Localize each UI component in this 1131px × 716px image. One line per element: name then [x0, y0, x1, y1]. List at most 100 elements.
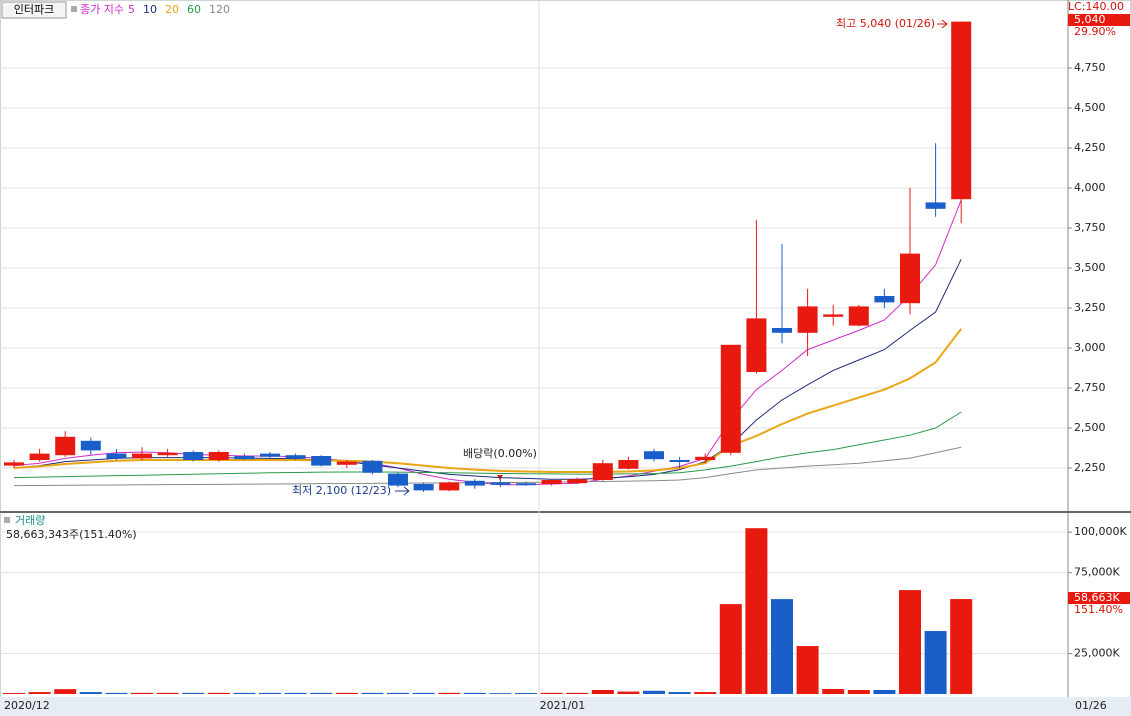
volume-bar: [387, 692, 409, 694]
volume-bar: [28, 692, 51, 694]
change-label: 29.90%: [1074, 25, 1116, 38]
high-annotation: 최고 5,040 (01/26): [836, 17, 935, 30]
volume-bar: [259, 692, 281, 694]
volume-bar: [591, 689, 614, 694]
y-tick-label: 75,000K: [1074, 566, 1120, 579]
volume-bar: [643, 690, 665, 694]
candle-body: [490, 482, 511, 485]
candle-body: [132, 453, 152, 459]
volume-bar: [515, 693, 537, 694]
volume-bar: [105, 692, 128, 694]
price-tag-label: 5,040: [1074, 13, 1106, 26]
legend-entry: 20: [165, 3, 179, 16]
y-tick-label: 25,000K: [1074, 647, 1120, 660]
ma-line: [13, 328, 962, 473]
y-tick-label: 4,500: [1074, 101, 1106, 114]
candle-body: [55, 436, 76, 456]
volume-bar: [719, 604, 742, 694]
stock-name: 인터파크: [14, 3, 54, 16]
pane-icon: [4, 517, 10, 523]
volume-bar: [412, 692, 435, 694]
volume-bar: [899, 590, 921, 694]
candle-body: [567, 479, 588, 484]
y-tick-label: 4,000: [1074, 181, 1106, 194]
ratio-label: 151.40%: [1074, 603, 1123, 616]
plot: 2,250 2,500 2,750 3,000 3,250 3,500 3,750 4,000…: [0, 21, 1127, 712]
volume-bar: [54, 689, 77, 694]
candle-body: [541, 480, 562, 484]
candle-body: [874, 296, 895, 303]
candle-body: [720, 344, 741, 453]
volume-bar: [335, 692, 358, 694]
low-annotation: 최저 2,100 (12/23): [292, 484, 391, 497]
candle-body: [439, 482, 460, 491]
candle-body: [413, 484, 434, 491]
y-tick-label: 2,750: [1074, 381, 1106, 394]
volume-bar: [668, 692, 691, 694]
candle-body: [311, 456, 332, 466]
volume-bar: [617, 691, 640, 694]
y-tick-label: 3,500: [1074, 261, 1106, 274]
candle-body: [234, 456, 255, 460]
candle-body: [797, 306, 818, 333]
candle-body: [106, 453, 127, 459]
volume-bar: [540, 692, 563, 694]
legend-icon: [71, 6, 77, 12]
volume-bar: [771, 599, 793, 694]
legend: 종가 지수 5 10 20 60 120: [80, 3, 230, 16]
volume-bar: [489, 693, 512, 694]
legend-entry: 5: [128, 3, 135, 16]
candle-body: [183, 452, 204, 460]
volume-bar: [310, 692, 333, 694]
y-tick-label: 3,000: [1074, 341, 1106, 354]
volume-bar: [566, 692, 589, 694]
volume-bar: [694, 692, 717, 694]
candle-body: [746, 318, 767, 372]
volume-bar: [463, 692, 486, 694]
candle-body: [669, 460, 690, 462]
ma-line: [13, 446, 962, 487]
arrow: [395, 486, 410, 496]
candle-body: [951, 21, 972, 200]
volume-bar: [873, 690, 896, 694]
candle-body: [900, 253, 920, 304]
volume-bar: [284, 692, 307, 694]
candle-body: [80, 440, 101, 451]
volume-tag: [1068, 592, 1130, 604]
legend-prefix: 종가 지수: [80, 3, 124, 16]
legend-entry: 120: [209, 3, 230, 16]
ma-line: [13, 411, 962, 479]
candle-body: [516, 483, 536, 486]
legend-entry: 10: [143, 3, 157, 16]
volume-bar: [233, 692, 256, 694]
candle-body: [208, 452, 229, 460]
y-tick-label: 3,250: [1074, 301, 1106, 314]
volume-bar: [156, 692, 179, 694]
volume-tag-label: 58,663K: [1074, 591, 1120, 604]
volume-bar: [438, 692, 461, 694]
stock-box[interactable]: [1, 1, 67, 19]
legend-entry: 60: [187, 3, 201, 16]
x-tick-label: 01/26: [1075, 699, 1107, 712]
lc-label: LC:140.00: [1068, 0, 1124, 13]
candle-body: [772, 328, 792, 333]
candle-body: [464, 480, 485, 486]
candle-body: [823, 314, 844, 317]
candle-body: [157, 452, 178, 456]
volume-bar: [361, 692, 384, 694]
volume-bar: [924, 631, 947, 694]
y-tick-label: 2,500: [1074, 421, 1106, 434]
volume-bar: [79, 692, 102, 694]
candle-body: [336, 461, 357, 465]
candle-body: [848, 306, 869, 326]
candle-body: [362, 460, 383, 473]
event-annotation: 배당락(0.00%): [463, 447, 537, 460]
volume-bar: [796, 646, 819, 694]
ma-line: [13, 258, 962, 480]
y-tick-label: 100,000K: [1074, 525, 1127, 538]
y-tick-label: 3,750: [1074, 221, 1106, 234]
candle-body: [925, 202, 946, 209]
volume-bar: [207, 692, 230, 694]
candle-body: [618, 460, 639, 469]
